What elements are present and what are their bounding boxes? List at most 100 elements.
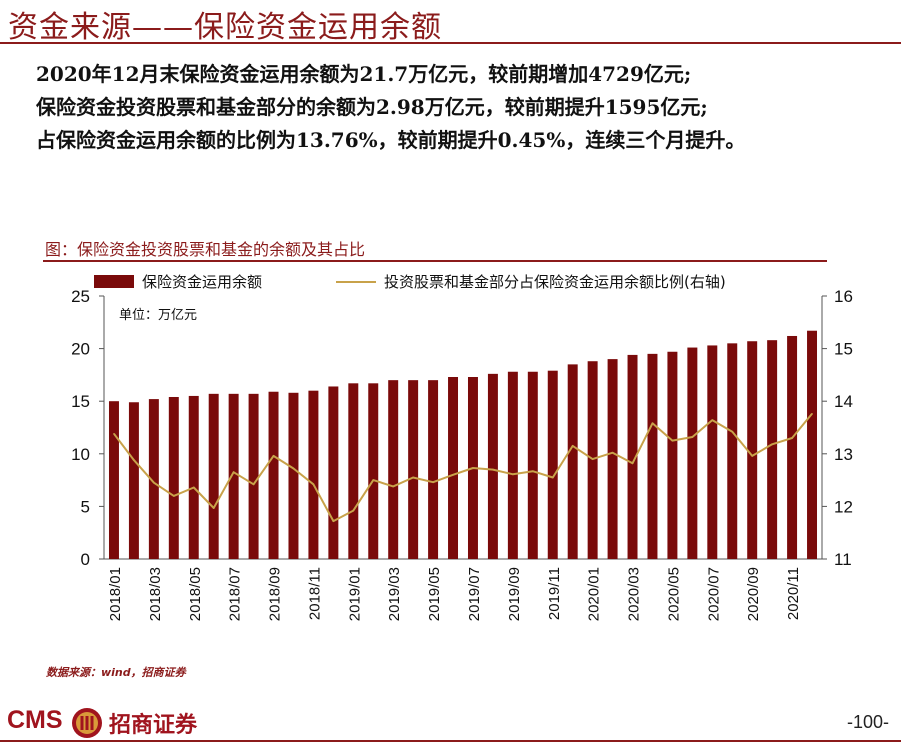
summary-text: 2020年12月末保险资金运用余额为21.7万亿元，较前期增加4729亿元; 保… (36, 58, 896, 157)
y-right-tick-label: 15 (834, 340, 853, 359)
ratio-point (133, 459, 135, 461)
ratio-point (611, 451, 614, 454)
ratio-point (731, 430, 734, 433)
ratio-point (551, 476, 554, 479)
ratio-point (252, 483, 255, 486)
bar (408, 380, 419, 559)
company-logo-latin: CMS (7, 706, 63, 734)
ratio-point (372, 479, 375, 481)
bar (707, 345, 718, 559)
x-tick-label: 2018/07 (227, 567, 244, 621)
bar (108, 401, 119, 559)
bar (288, 392, 299, 559)
x-tick-label: 2018/09 (267, 567, 284, 621)
y-right-tick-label: 14 (834, 392, 853, 411)
figure-caption: 图：保险资金投资股票和基金的余额及其占比 (45, 240, 366, 259)
ratio-point (432, 481, 434, 484)
ratio-point (492, 468, 494, 471)
ratio-point (791, 437, 793, 439)
combo-chart: 保险资金运用余额 投资股票和基金部分占保险资金运用余额比例(右轴) 单位：万亿元 0 5… (71, 273, 853, 621)
ratio-point (352, 509, 355, 512)
y-left-tick-label: 20 (71, 340, 90, 359)
legend-label-bar: 保险资金运用余额 (142, 273, 262, 291)
bar (168, 396, 179, 559)
bar (507, 371, 518, 559)
x-tick-label: 2018/05 (187, 567, 204, 621)
y-left-tick-label: 10 (71, 445, 90, 464)
ratio-point (691, 436, 694, 438)
y-right-tick-label: 13 (834, 445, 853, 464)
ratio-point (292, 467, 295, 470)
bar (567, 364, 578, 559)
bar (248, 393, 259, 559)
ratio-point (711, 419, 714, 421)
footer-divider (0, 740, 901, 742)
ratio-point (811, 413, 813, 415)
x-tick-label: 2020/03 (626, 567, 643, 621)
bar (487, 373, 498, 559)
title-divider (0, 42, 901, 44)
bar (188, 395, 199, 559)
ratio-point (512, 473, 514, 476)
ratio-point (113, 433, 115, 435)
ratio-point (631, 462, 634, 465)
bar (268, 391, 279, 559)
x-tick-label: 2018/03 (147, 567, 164, 621)
x-tick-label: 2020/09 (745, 567, 762, 621)
x-tick-label: 2018/11 (306, 567, 323, 620)
bar (308, 390, 319, 559)
bar (228, 393, 239, 559)
legend-label-line: 投资股票和基金部分占保险资金运用余额比例(右轴) (384, 273, 726, 291)
bar (527, 371, 538, 559)
bar (388, 380, 399, 559)
x-tick-label: 2019/09 (506, 567, 523, 621)
company-logo-cn: 招商证券 (109, 713, 198, 738)
bar (587, 361, 598, 559)
y-left-tick-label: 5 (81, 497, 90, 516)
y-right-tick-label: 12 (834, 497, 853, 516)
bar (428, 380, 439, 559)
bar (807, 330, 818, 559)
data-source-note: 数据来源：wind，招商证券 (46, 666, 186, 679)
summary-line-1: 2020年12月末保险资金运用余额为21.7万亿元，较前期增加4729亿元; (36, 62, 692, 86)
ratio-point (452, 474, 454, 476)
y-right-tick-label: 16 (834, 287, 853, 306)
ratio-point (751, 455, 753, 457)
bar (128, 402, 139, 559)
x-tick-label: 2019/07 (466, 567, 483, 621)
x-tick-label: 2020/07 (705, 567, 722, 621)
bar (368, 383, 379, 559)
ratio-line (113, 413, 813, 523)
x-tick-label: 2019/01 (346, 567, 363, 621)
bar (647, 353, 658, 559)
bar (727, 343, 738, 559)
ratio-point (571, 445, 574, 447)
x-tick-label: 2018/01 (107, 567, 124, 621)
y-left-tick-label: 25 (71, 287, 90, 306)
ratio-point (153, 481, 155, 484)
unit-note: 单位：万亿元 (119, 308, 197, 323)
page-number: -100- (846, 712, 889, 732)
company-logo-icon (72, 708, 102, 738)
bar (667, 351, 678, 559)
ratio-point (671, 439, 674, 442)
x-tick-label: 2020/11 (785, 567, 802, 620)
bar (627, 354, 638, 559)
page-title: 资金来源——保险资金运用余额 (8, 10, 442, 45)
x-tick-label: 2019/11 (546, 567, 563, 620)
bar (747, 341, 758, 559)
summary-line-3: 占保险资金运用余额的比例为13.76%，较前期提升0.45%，连续三个月提升。 (36, 128, 746, 152)
ratio-point (173, 495, 175, 497)
bar (787, 335, 798, 559)
ratio-point (412, 476, 414, 479)
legend-swatch-bar (94, 275, 134, 288)
bar (547, 370, 558, 559)
bar (208, 393, 219, 559)
x-tick-label: 2019/05 (426, 567, 443, 621)
ratio-point (591, 458, 594, 460)
x-tick-label: 2019/03 (386, 567, 403, 621)
ratio-point (272, 455, 275, 457)
ratio-point (532, 470, 534, 472)
ratio-point (212, 507, 215, 509)
x-tick-label: 2020/01 (586, 567, 603, 621)
